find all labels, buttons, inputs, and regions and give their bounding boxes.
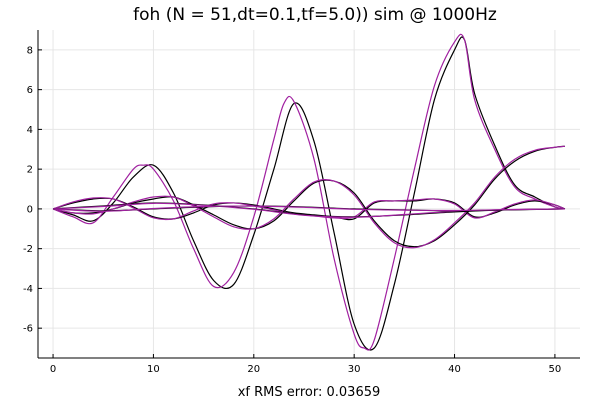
x-tick-label: 0 [50, 364, 56, 375]
x-tick-label: 30 [348, 364, 361, 375]
y-tick-label: 2 [27, 165, 33, 176]
y-tick-label: 4 [27, 125, 33, 136]
tick-labels: 0 10 20 30 40 50 -6 -4 -2 0 2 4 6 8 [23, 45, 561, 375]
y-tick-label: 0 [27, 204, 33, 215]
x-tick-label: 10 [147, 364, 160, 375]
series-line-reference-0 [52, 36, 566, 351]
series-line-simulation-1 [52, 33, 566, 351]
series-line-simulation-9 [53, 205, 565, 212]
chart-title: foh (N = 51,dt=0.1,tf=5.0)) sim @ 1000Hz [133, 5, 497, 25]
grid [38, 30, 580, 358]
series-line-simulation-5 [52, 145, 566, 249]
x-axis-label: xf RMS error: 0.03659 [238, 385, 381, 400]
series-group [52, 33, 566, 351]
y-tick-label: -6 [23, 324, 33, 335]
axes [37, 30, 580, 359]
x-tick-label: 40 [448, 364, 461, 375]
y-tick-label: 6 [27, 85, 33, 96]
y-tick-label: -4 [23, 284, 33, 295]
y-tick-label: -2 [23, 244, 33, 255]
series-line-reference-4 [52, 145, 566, 248]
x-tick-label: 20 [247, 364, 260, 375]
y-tick-label: 8 [27, 45, 33, 56]
x-tick-label: 50 [549, 364, 562, 375]
